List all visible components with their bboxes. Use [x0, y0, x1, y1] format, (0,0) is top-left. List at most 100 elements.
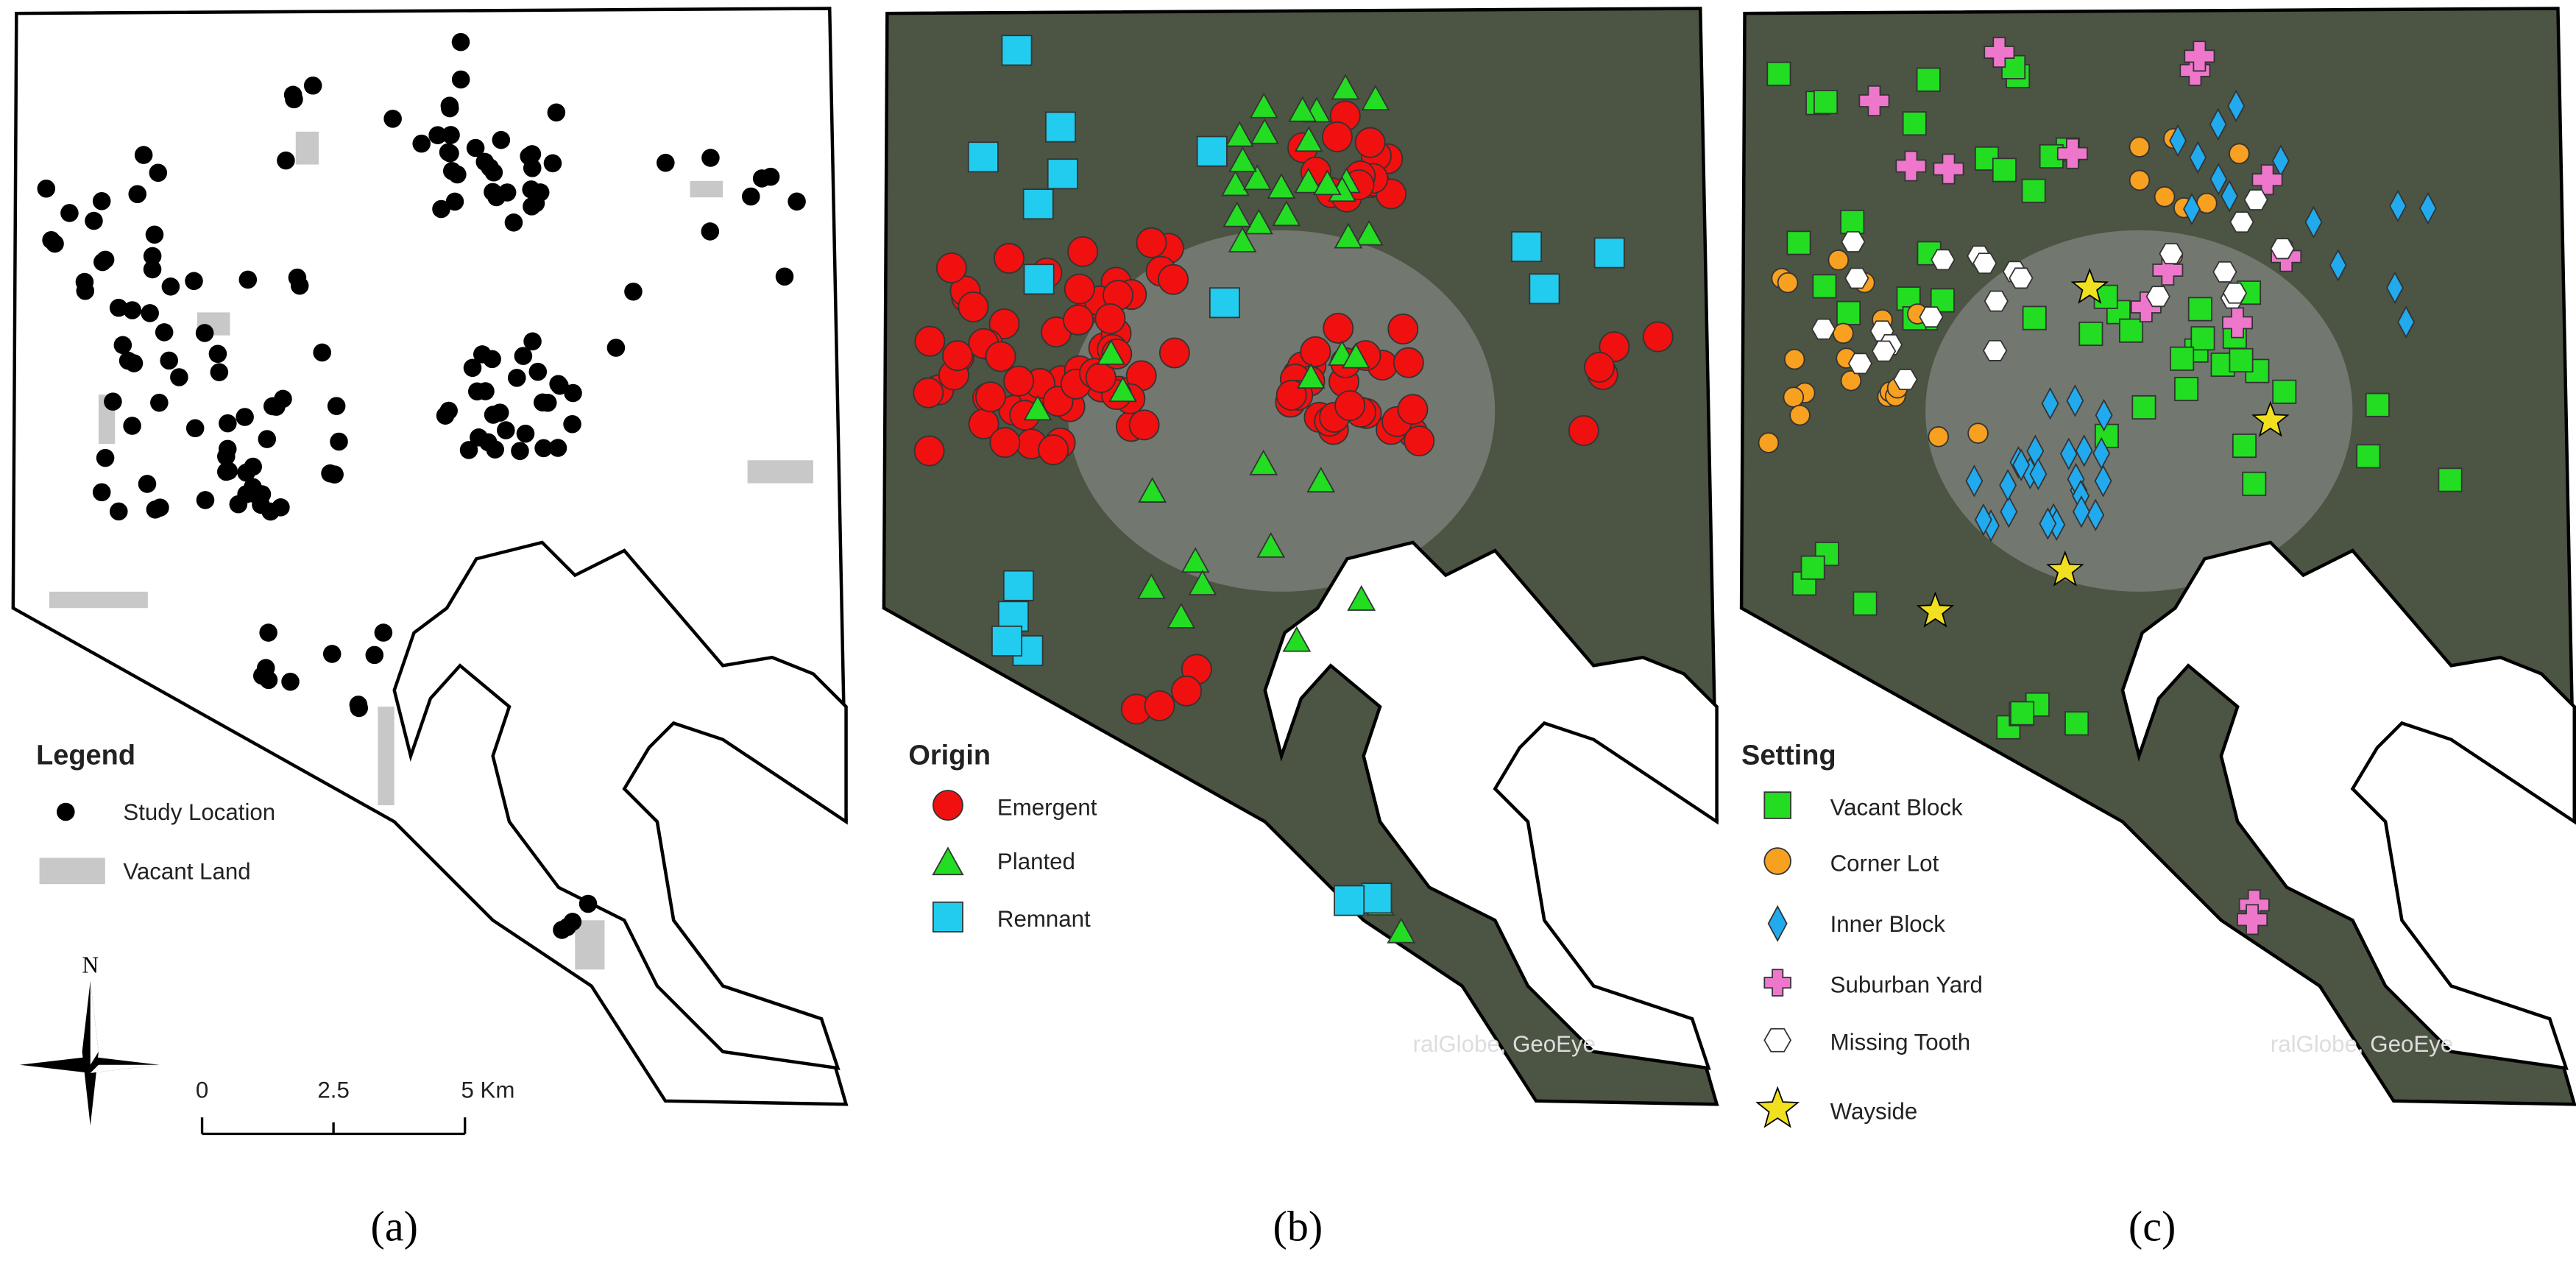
marker [2209, 107, 2227, 141]
marker [1256, 531, 1286, 558]
marker [2159, 243, 2184, 265]
marker [134, 146, 153, 164]
marker [145, 225, 164, 244]
marker [2304, 205, 2323, 239]
marker [2129, 169, 2151, 191]
marker [914, 325, 946, 357]
marker [492, 130, 511, 149]
marker [283, 85, 302, 105]
marker [1128, 409, 1160, 441]
legend-title: Legend [36, 740, 135, 771]
marker [2438, 467, 2463, 492]
marker [1783, 386, 1805, 408]
marker [2010, 701, 2035, 726]
marker [701, 222, 720, 241]
marker [507, 369, 526, 387]
marker [185, 272, 203, 291]
marker [1294, 126, 1323, 152]
marker [2170, 346, 2195, 371]
marker [1893, 369, 1918, 390]
marker [281, 672, 300, 691]
marker [436, 406, 455, 425]
attribution: ralGlobe, GeoEye [2271, 1031, 2453, 1057]
north-arrow [19, 980, 160, 1126]
panel-b: ralGlobe, GeoEye Origin Emergent Planted… [884, 8, 1717, 1251]
marker [2222, 282, 2248, 304]
marker [1331, 74, 1360, 100]
marker [104, 392, 122, 411]
marker [2356, 444, 2381, 469]
marker [1144, 690, 1175, 721]
marker [161, 277, 180, 296]
marker [1767, 905, 1788, 942]
marker [143, 247, 162, 266]
legend-item: Corner Lot [1830, 850, 1939, 876]
marker [1138, 477, 1167, 503]
marker [1568, 415, 1599, 447]
marker [1294, 167, 1323, 194]
marker [92, 483, 111, 502]
marker [564, 383, 582, 403]
marker [1766, 61, 1791, 86]
marker [2059, 437, 2078, 470]
marker [2094, 464, 2112, 498]
marker [2221, 180, 2239, 213]
marker [547, 103, 566, 122]
marker [1786, 230, 1811, 255]
marker [1511, 231, 1543, 263]
north-label: N [82, 952, 99, 978]
marker [1296, 363, 1326, 389]
marker [1038, 434, 1069, 466]
marker [1853, 591, 1878, 616]
marker [2183, 192, 2201, 226]
marker [1800, 555, 1825, 580]
marker [442, 126, 460, 144]
marker [2087, 498, 2105, 531]
marker [75, 272, 94, 291]
marker [219, 461, 238, 481]
marker [1397, 394, 1429, 425]
marker [150, 393, 169, 412]
marker [1334, 885, 1365, 916]
marker [219, 414, 237, 433]
marker [1158, 263, 1189, 295]
marker [327, 397, 346, 415]
caption: (c) [2129, 1203, 2176, 1251]
marker [1584, 351, 1616, 383]
marker [2272, 379, 2297, 404]
marker [1763, 847, 1791, 875]
marker [504, 213, 523, 232]
marker [2041, 387, 2059, 420]
marker [2119, 318, 2144, 343]
legend-item: Wayside [1830, 1098, 1918, 1124]
marker [1347, 584, 1376, 611]
marker [2389, 189, 2407, 223]
marker [2009, 267, 2034, 289]
marker [994, 242, 1025, 274]
marker [96, 448, 115, 467]
marker [1022, 188, 1054, 220]
marker [942, 340, 974, 372]
marker [2190, 326, 2215, 351]
marker [330, 432, 348, 451]
marker [1840, 369, 1862, 392]
marker [2242, 471, 2267, 496]
marker [1982, 339, 2008, 361]
marker [141, 304, 159, 322]
marker [2131, 395, 2156, 420]
marker [486, 440, 504, 459]
marker [277, 151, 295, 170]
marker [1814, 90, 1839, 115]
marker [991, 625, 1023, 657]
marker [459, 441, 478, 459]
marker [466, 138, 485, 158]
marker [932, 790, 963, 821]
legend-item: Missing Tooth [1830, 1030, 1971, 1055]
marker [451, 32, 470, 52]
marker [37, 179, 56, 198]
marker [932, 846, 964, 876]
panel-c: ralGlobe, GeoEye Setting Vacant Block Co… [1741, 8, 2575, 1251]
caption: (b) [1273, 1203, 1323, 1251]
marker [1312, 169, 1342, 196]
